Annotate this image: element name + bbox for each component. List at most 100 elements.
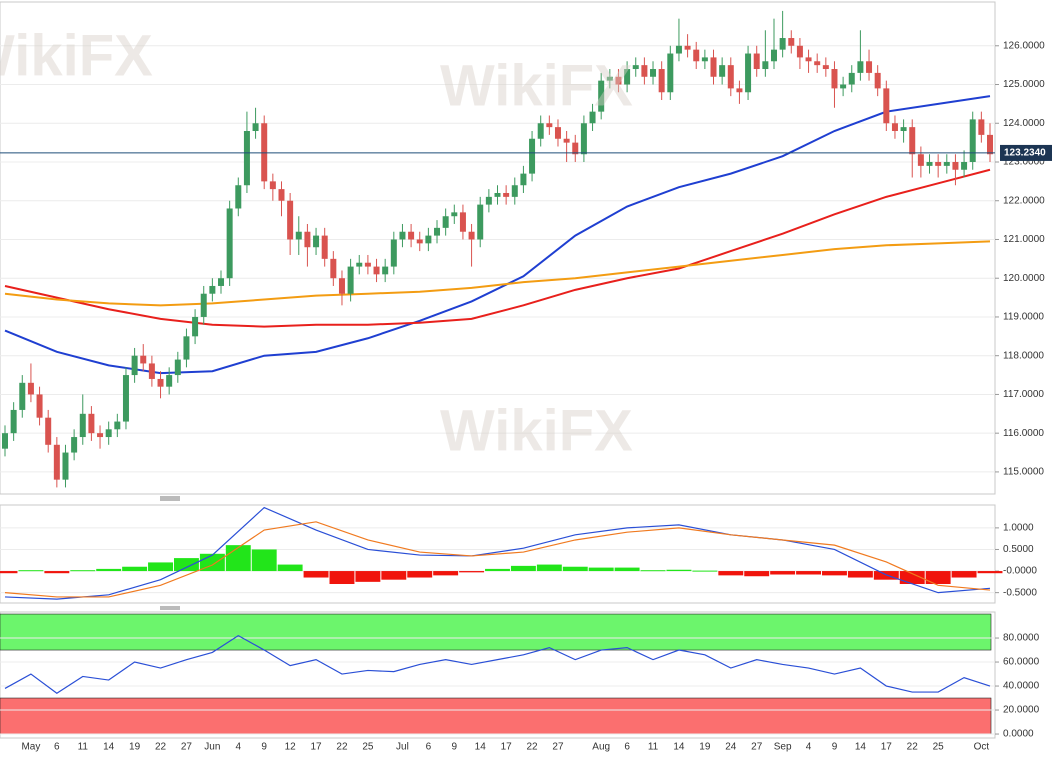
x-tick-label: Jul [396,742,409,753]
candle-body [45,417,52,445]
histogram-bar [96,568,122,572]
candle-body [295,231,302,240]
x-tick-label: May [21,742,40,753]
histogram-bar [951,571,977,578]
x-tick-label: 17 [881,742,893,753]
x-tick-label: 4 [806,742,812,753]
candle-body [356,262,363,267]
x-tick-label: 14 [103,742,115,753]
candle-body [805,57,812,62]
y-tick-label: 40.0000 [1003,681,1040,692]
candle-body [226,208,233,279]
candle-body [321,235,328,259]
candle-body [675,45,682,54]
candle-body [563,138,570,143]
candle-body [269,181,276,190]
candle-body [788,38,795,46]
candle-body [477,204,484,240]
candle-body [693,49,700,62]
candle-body [883,88,890,124]
candle-body [330,258,337,279]
candle-body [770,49,777,62]
candle-body [917,154,924,166]
histogram-bar [614,567,640,572]
candle-body [684,45,691,50]
candle-body [598,80,605,112]
candle-body [27,382,34,395]
histogram-bar [796,571,822,575]
y-tick-label: 125.0000 [1003,79,1045,90]
histogram-bar [977,571,1003,574]
panel-grip[interactable] [160,606,180,610]
x-tick-label: 9 [261,742,267,753]
candle-body [373,266,380,275]
last-price-box [1000,144,1052,161]
candle-body [140,355,147,364]
indicator-line [4,240,991,307]
y-tick-label: 0.0000 [1003,729,1034,740]
candle-body [148,363,155,379]
candle-body [468,231,475,240]
histogram-bar [640,570,666,572]
candle-body [459,212,466,232]
candle-body [287,200,294,240]
indicator-line [4,506,991,600]
histogram-bar [70,570,96,572]
candle-body [822,65,829,70]
candle-body [831,69,838,89]
candle-body [503,192,510,197]
candle-body [105,429,112,438]
x-tick-label: 19 [699,742,711,753]
candle-body [987,134,993,155]
y-tick-label: 122.0000 [1003,195,1045,206]
candle-body [243,131,250,186]
candle-body [209,285,216,294]
candle-body [338,278,345,294]
candle-body [615,76,622,85]
candle-body [442,216,449,228]
candle-body [667,53,674,93]
candle-body [641,65,648,77]
candle-body [719,65,726,77]
histogram-bar [718,571,744,576]
candle-body [79,413,86,438]
x-tick-label: Aug [592,742,610,753]
y-tick-label: 126.0000 [1003,40,1045,51]
y-tick-label: 80.0000 [1003,633,1040,644]
y-tick-label: 115.0000 [1003,467,1044,478]
candle-body [926,161,933,166]
candle-body [952,161,959,170]
x-tick-label: 19 [129,742,141,753]
indicator-line [4,168,991,328]
x-tick-label: 9 [452,742,458,753]
candle-body [313,235,320,248]
candle-body [399,231,406,240]
oversold-zone [0,697,992,735]
candle-body [779,38,786,50]
price-panel [0,1,996,495]
panel-grip[interactable] [160,496,180,501]
candle-body [632,65,639,70]
candle-body [347,266,354,294]
histogram-bar [925,571,951,585]
histogram-bar [562,566,588,572]
candle-body [961,161,968,170]
histogram-bar [303,571,329,578]
x-tick-label: 9 [832,742,838,753]
x-tick-label: 17 [310,742,322,753]
histogram-bar [588,567,614,572]
candle-body [71,437,78,453]
y-tick-label: 60.0000 [1003,657,1040,668]
candle-body [650,69,657,77]
y-tick-label: 120.0000 [1003,273,1045,284]
x-tick-label: 17 [501,742,513,753]
x-tick-label: 14 [855,742,867,753]
candle-body [658,69,665,93]
candle-body [174,359,181,376]
histogram-bar [666,569,692,572]
x-tick-label: 22 [907,742,919,753]
candle-body [589,111,596,124]
candle-body [796,45,803,58]
candle-body [909,127,916,155]
overbought-zone [0,613,992,651]
